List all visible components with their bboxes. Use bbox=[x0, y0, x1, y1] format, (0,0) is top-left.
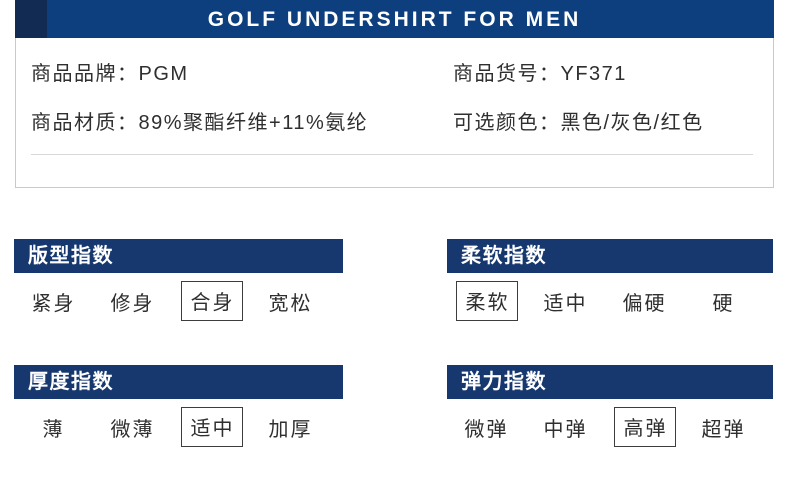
option: 适中 bbox=[526, 287, 605, 316]
option-label: 微薄 bbox=[110, 418, 155, 441]
item-number-field: 商品货号：YF371 bbox=[453, 59, 627, 89]
option: 超弹 bbox=[684, 413, 763, 442]
option-selected-label: 合身 bbox=[180, 281, 243, 321]
material-field: 商品材质：89%聚酯纤维+11%氨纶 bbox=[31, 108, 368, 138]
brand-value: PGM bbox=[138, 63, 189, 85]
option: 加厚 bbox=[251, 413, 330, 442]
brand-label: 商品品牌： bbox=[31, 63, 139, 85]
elasticity-options-row: 微弹 中弹 高弹 超弹 bbox=[447, 407, 773, 447]
section-thickness-title: 厚度指数 bbox=[14, 365, 343, 399]
section-fit-index: 版型指数 紧身 修身 合身 宽松 bbox=[14, 239, 343, 321]
section-softness-index: 柔软指数 柔软 适中 偏硬 硬 bbox=[447, 239, 773, 321]
section-softness-title: 柔软指数 bbox=[447, 239, 773, 273]
option-selected: 高弹 bbox=[605, 407, 684, 447]
banner-title: GOLF UNDERSHIRT FOR MEN bbox=[207, 8, 582, 31]
section-elasticity-index: 弹力指数 微弹 中弹 高弹 超弹 bbox=[447, 365, 773, 447]
info-row-1: 商品品牌：PGM 商品货号：YF371 bbox=[16, 59, 773, 89]
option-label: 偏硬 bbox=[622, 292, 667, 315]
section-elasticity-title: 弹力指数 bbox=[447, 365, 773, 399]
info-divider-line bbox=[31, 154, 753, 155]
color-options-value: 黑色/灰色/红色 bbox=[560, 112, 704, 134]
softness-options-row: 柔软 适中 偏硬 硬 bbox=[447, 281, 773, 321]
product-info-box: 商品品牌：PGM 商品货号：YF371 商品材质：89%聚酯纤维+11%氨纶 可… bbox=[15, 38, 774, 188]
option: 宽松 bbox=[251, 287, 330, 316]
section-fit-title: 版型指数 bbox=[14, 239, 343, 273]
option: 偏硬 bbox=[605, 287, 684, 316]
option-selected-label: 柔软 bbox=[455, 281, 518, 321]
option: 微薄 bbox=[93, 413, 172, 442]
color-options-field: 可选颜色：黑色/灰色/红色 bbox=[453, 108, 704, 138]
material-value: 89%聚酯纤维+11%氨纶 bbox=[138, 112, 369, 134]
thickness-options-row: 薄 微薄 适中 加厚 bbox=[14, 407, 343, 447]
item-number-label: 商品货号： bbox=[453, 63, 561, 85]
color-options-label: 可选颜色： bbox=[453, 112, 561, 134]
option-selected-label: 高弹 bbox=[613, 407, 676, 447]
option-label: 中弹 bbox=[543, 418, 588, 441]
option-selected: 适中 bbox=[172, 407, 251, 447]
banner-accent-square bbox=[15, 0, 47, 38]
option: 硬 bbox=[684, 287, 763, 316]
title-banner: GOLF UNDERSHIRT FOR MEN bbox=[15, 0, 774, 38]
fit-options-row: 紧身 修身 合身 宽松 bbox=[14, 281, 343, 321]
option: 薄 bbox=[14, 413, 93, 442]
option-label: 微弹 bbox=[464, 418, 509, 441]
material-label: 商品材质： bbox=[31, 112, 139, 134]
option-label: 超弹 bbox=[701, 418, 746, 441]
section-thickness-index: 厚度指数 薄 微薄 适中 加厚 bbox=[14, 365, 343, 447]
option: 微弹 bbox=[447, 413, 526, 442]
option-label: 修身 bbox=[110, 292, 155, 315]
option-label: 紧身 bbox=[31, 292, 76, 315]
option-label: 宽松 bbox=[268, 292, 313, 315]
option: 紧身 bbox=[14, 287, 93, 316]
option-selected-label: 适中 bbox=[180, 407, 243, 447]
option: 中弹 bbox=[526, 413, 605, 442]
option-selected: 合身 bbox=[172, 281, 251, 321]
item-number-value: YF371 bbox=[560, 63, 627, 85]
info-row-2: 商品材质：89%聚酯纤维+11%氨纶 可选颜色：黑色/灰色/红色 bbox=[16, 108, 773, 138]
option-selected: 柔软 bbox=[447, 281, 526, 321]
option-label: 适中 bbox=[543, 292, 588, 315]
option-label: 加厚 bbox=[268, 418, 313, 441]
option-label: 薄 bbox=[42, 418, 65, 441]
brand-field: 商品品牌：PGM bbox=[31, 59, 189, 89]
option-label: 硬 bbox=[712, 292, 735, 315]
option: 修身 bbox=[93, 287, 172, 316]
